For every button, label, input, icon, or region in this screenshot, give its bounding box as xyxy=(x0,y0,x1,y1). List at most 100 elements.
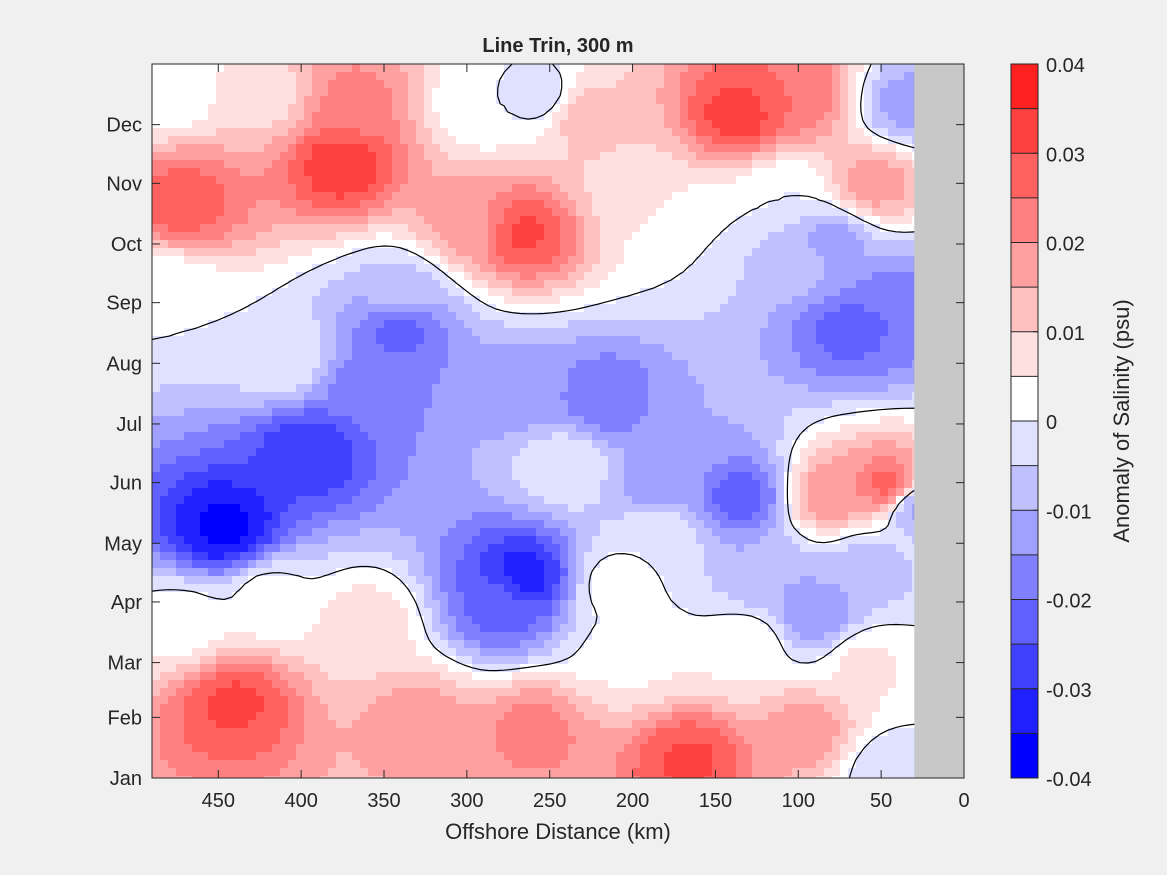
heatmap-cell xyxy=(832,112,841,121)
heatmap-cell xyxy=(632,336,641,345)
heatmap-cell xyxy=(600,232,609,241)
heatmap-cell xyxy=(512,136,521,145)
heatmap-cell xyxy=(248,288,257,297)
heatmap-cell xyxy=(240,264,249,273)
heatmap-cell xyxy=(632,104,641,113)
heatmap-cell xyxy=(328,352,337,361)
heatmap-cell xyxy=(296,176,305,185)
heatmap-cell xyxy=(176,352,185,361)
heatmap-cell xyxy=(528,144,537,153)
heatmap-cell xyxy=(872,408,881,417)
heatmap-cell xyxy=(608,264,617,273)
heatmap-cell xyxy=(248,120,257,129)
heatmap-cell xyxy=(792,264,801,273)
heatmap-cell xyxy=(464,152,473,161)
heatmap-cell xyxy=(384,328,393,337)
heatmap-cell xyxy=(656,136,665,145)
heatmap-cell xyxy=(296,304,305,313)
heatmap-cell xyxy=(608,408,617,417)
heatmap-cell xyxy=(240,392,249,401)
heatmap-cell xyxy=(872,208,881,217)
heatmap-cell xyxy=(784,104,793,113)
heatmap-cell xyxy=(184,160,193,169)
heatmap-cell xyxy=(488,360,497,369)
heatmap-cell xyxy=(688,232,697,241)
heatmap-cell xyxy=(704,152,713,161)
heatmap-cell xyxy=(760,184,769,193)
heatmap-cell xyxy=(464,328,473,337)
heatmap-cell xyxy=(392,176,401,185)
heatmap-cell xyxy=(496,176,505,185)
heatmap-cell xyxy=(624,208,633,217)
heatmap-cell xyxy=(184,104,193,113)
heatmap-cell xyxy=(208,304,217,313)
heatmap-cell xyxy=(312,144,321,153)
heatmap-cell xyxy=(640,96,649,105)
heatmap-cell xyxy=(808,304,817,313)
heatmap-cell xyxy=(840,424,849,433)
heatmap-cell xyxy=(336,112,345,121)
heatmap-cell xyxy=(368,200,377,209)
heatmap-cell xyxy=(152,424,161,433)
heatmap-cell xyxy=(680,136,689,145)
heatmap-cell xyxy=(440,160,449,169)
heatmap-cell xyxy=(504,216,513,225)
heatmap-cell xyxy=(488,216,497,225)
heatmap-cell xyxy=(328,336,337,345)
heatmap-cell xyxy=(680,408,689,417)
heatmap-cell xyxy=(248,248,257,257)
heatmap-cell xyxy=(240,168,249,177)
heatmap-cell xyxy=(320,448,329,457)
heatmap-cell xyxy=(376,448,385,457)
heatmap-cell xyxy=(600,160,609,169)
heatmap-cell xyxy=(880,232,889,241)
heatmap-cell xyxy=(864,344,873,353)
heatmap-cell xyxy=(248,240,257,249)
heatmap-cell xyxy=(432,408,441,417)
heatmap-cell xyxy=(888,352,897,361)
heatmap-cell xyxy=(584,432,593,441)
heatmap-cell xyxy=(592,384,601,393)
heatmap-cell xyxy=(808,384,817,393)
heatmap-cell xyxy=(176,416,185,425)
heatmap-cell xyxy=(864,272,873,281)
heatmap-cell xyxy=(656,408,665,417)
heatmap-cell xyxy=(296,192,305,201)
heatmap-cell xyxy=(224,304,233,313)
heatmap-cell xyxy=(240,176,249,185)
heatmap-cell xyxy=(248,128,257,137)
heatmap-cell xyxy=(736,392,745,401)
heatmap-cell xyxy=(352,248,361,257)
heatmap-cell xyxy=(448,72,457,81)
heatmap-cell xyxy=(256,176,265,185)
heatmap-cell xyxy=(520,376,529,385)
heatmap-cell xyxy=(528,416,537,425)
heatmap-cell xyxy=(440,320,449,329)
heatmap-cell xyxy=(408,440,417,449)
heatmap-cell xyxy=(528,280,537,289)
heatmap-cell xyxy=(184,120,193,129)
heatmap-cell xyxy=(568,168,577,177)
heatmap-cell xyxy=(648,128,657,137)
heatmap-cell xyxy=(904,152,913,161)
heatmap-cell xyxy=(608,336,617,345)
heatmap-cell xyxy=(336,120,345,129)
heatmap-cell xyxy=(496,344,505,353)
heatmap-cell xyxy=(864,232,873,241)
heatmap-cell xyxy=(256,136,265,145)
heatmap-cell xyxy=(320,104,329,113)
heatmap-cell xyxy=(448,144,457,153)
heatmap-cell xyxy=(168,96,177,105)
heatmap-cell xyxy=(632,208,641,217)
heatmap-cell xyxy=(184,376,193,385)
heatmap-cell xyxy=(712,264,721,273)
heatmap-cell xyxy=(840,144,849,153)
heatmap-cell xyxy=(272,144,281,153)
heatmap-cell xyxy=(424,240,433,249)
heatmap-cell xyxy=(488,448,497,457)
heatmap-cell xyxy=(520,80,529,89)
heatmap-cell xyxy=(312,168,321,177)
heatmap-cell xyxy=(304,376,313,385)
heatmap-cell xyxy=(304,256,313,265)
heatmap-cell xyxy=(360,288,369,297)
